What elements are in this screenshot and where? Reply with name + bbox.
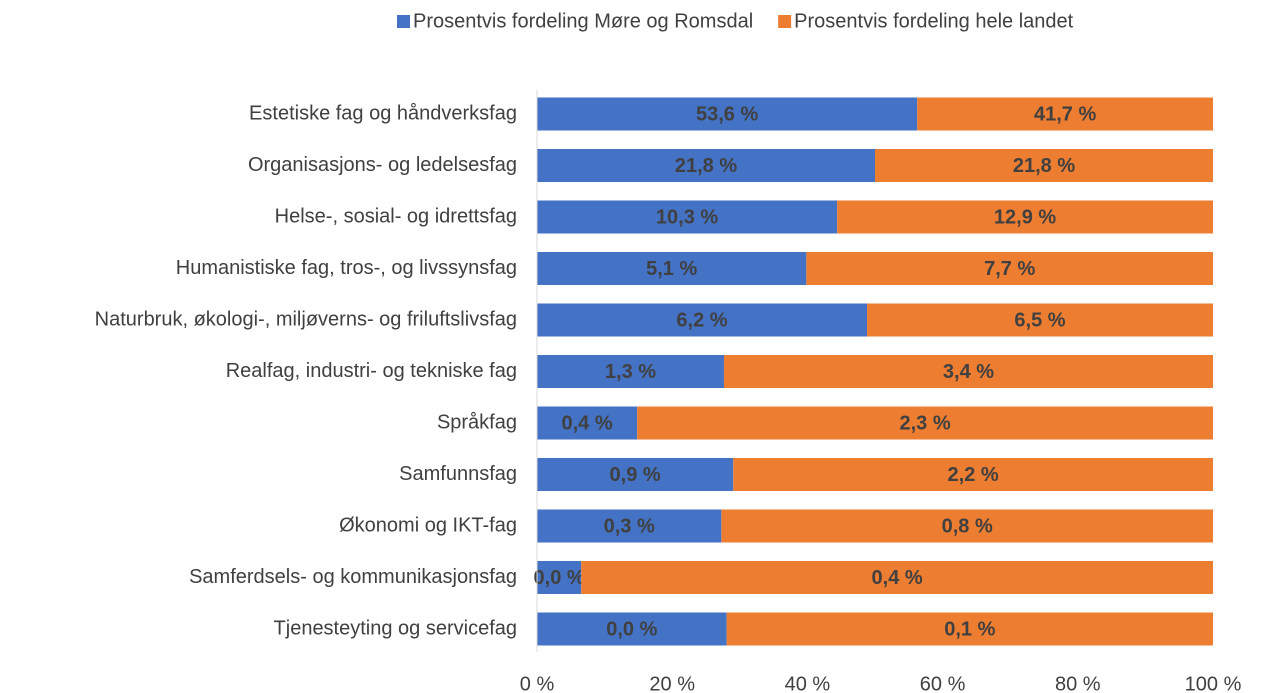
data-label: 7,7 %: [984, 258, 1035, 280]
category-label: Humanistiske fag, tros-, og livssynsfag: [176, 257, 517, 279]
bar: [867, 303, 1213, 337]
bar: [537, 303, 868, 337]
data-label: 12,9 %: [994, 206, 1056, 228]
bar: [537, 355, 724, 388]
x-tick-label: 60 %: [920, 673, 966, 693]
bar: [733, 458, 1213, 491]
bar: [581, 561, 1213, 594]
category-label: Tjenesteyting og servicefag: [274, 617, 517, 639]
bar: [917, 97, 1213, 131]
data-label: 2,3 %: [899, 412, 950, 434]
data-label: 1,3 %: [605, 361, 656, 383]
category-label: Språkfag: [437, 411, 517, 433]
bar: [537, 252, 807, 285]
data-label: 0,0 %: [606, 618, 657, 640]
data-label: 0,0 %: [534, 567, 585, 589]
category-label: Samfunnsfag: [399, 463, 517, 485]
bar: [875, 149, 1213, 182]
category-label: Økonomi og IKT-fag: [339, 514, 517, 536]
x-tick-label: 40 %: [785, 673, 831, 693]
legend-swatch: [397, 15, 410, 28]
category-label: Realfag, industri- og tekniske fag: [226, 360, 517, 382]
bar: [537, 458, 734, 491]
data-label: 6,5 %: [1014, 309, 1065, 331]
bar: [537, 97, 918, 131]
data-label: 5,1 %: [646, 258, 697, 280]
data-label: 10,3 %: [656, 206, 718, 228]
bar: [837, 200, 1213, 234]
data-label: 0,9 %: [610, 464, 661, 486]
data-label: 0,4 %: [561, 412, 612, 434]
bar: [726, 612, 1213, 646]
category-label: Helse-, sosial- og idrettsfag: [275, 205, 517, 227]
x-tick-label: 100 %: [1185, 673, 1242, 693]
data-label: 21,8 %: [1013, 155, 1075, 177]
data-label: 0,8 %: [942, 515, 993, 537]
bar: [537, 561, 582, 594]
bar: [537, 149, 875, 182]
data-label: 53,6 %: [696, 103, 758, 125]
data-label: 2,2 %: [948, 464, 999, 486]
category-label: Samferdsels- og kommunikasjonsfag: [189, 566, 517, 588]
legend-label: Prosentvis fordeling Møre og Romsdal: [413, 10, 753, 32]
data-label: 21,8 %: [675, 155, 737, 177]
data-label: 6,2 %: [676, 309, 727, 331]
bar: [537, 509, 722, 543]
category-label: Organisasjons- og ledelsesfag: [248, 154, 517, 176]
bar: [721, 509, 1213, 543]
bar: [537, 406, 638, 440]
data-label: 41,7 %: [1034, 103, 1096, 125]
x-tick-label: 80 %: [1055, 673, 1101, 693]
bar: [637, 406, 1213, 440]
data-label: 0,4 %: [872, 567, 923, 589]
bar: [723, 355, 1213, 388]
legend-label: Prosentvis fordeling hele landet: [794, 10, 1074, 32]
data-label: 0,1 %: [944, 618, 995, 640]
bar: [537, 200, 838, 234]
category-label: Naturbruk, økologi-, miljøverns- og fril…: [95, 308, 517, 330]
x-tick-label: 20 %: [649, 673, 695, 693]
legend-swatch: [778, 15, 792, 28]
category-label: Estetiske fag og håndverksfag: [249, 102, 517, 124]
bar: [806, 252, 1213, 285]
x-tick-label: 0 %: [520, 673, 555, 693]
bar: [537, 612, 727, 646]
data-label: 3,4 %: [943, 361, 994, 383]
data-label: 0,3 %: [604, 515, 655, 537]
